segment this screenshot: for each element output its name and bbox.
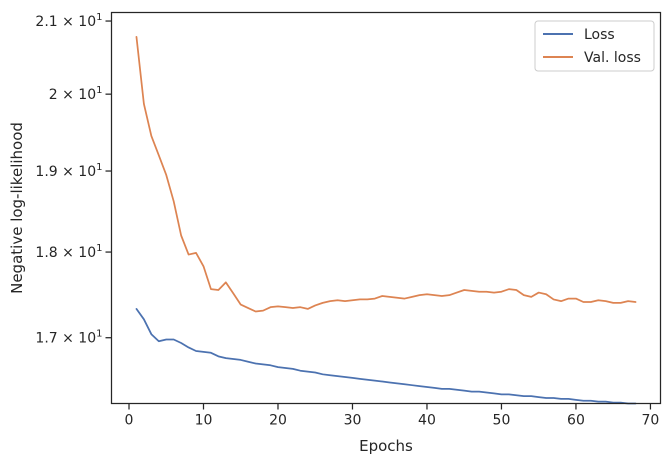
x-tick-label: 70 xyxy=(642,413,660,429)
y-tick-label: 1.7 × 101 xyxy=(35,329,102,347)
legend: Loss Val. loss xyxy=(534,20,655,72)
y-tick-label: 1.8 × 101 xyxy=(35,243,102,261)
y-tick-label: 2 × 101 xyxy=(49,85,103,103)
legend-label-loss: Loss xyxy=(584,27,615,43)
y-axis-title: Negative log-likelihood xyxy=(8,122,26,294)
x-tick-label: 40 xyxy=(418,413,436,429)
x-axis-title: Epochs xyxy=(359,437,413,455)
series-line-loss xyxy=(135,308,637,405)
x-tick-label: 10 xyxy=(195,413,213,429)
x-tick-label: 60 xyxy=(567,413,585,429)
legend-label-val-loss: Val. loss xyxy=(584,50,641,66)
y-tick-label: 2.1 × 101 xyxy=(35,12,102,30)
y-tick-label: 1.9 × 101 xyxy=(35,162,102,180)
series-line-val-loss xyxy=(135,35,637,313)
x-tick-label: 30 xyxy=(344,413,362,429)
x-tick-label: 50 xyxy=(493,413,511,429)
x-axis: 0 10 20 30 40 50 60 70 xyxy=(125,403,660,429)
y-axis: 1.7 × 101 1.8 × 101 1.9 × 101 2 × 101 2.1 × … xyxy=(35,12,112,347)
series-lines xyxy=(135,35,637,405)
x-tick-label: 20 xyxy=(269,413,287,429)
plot-frame xyxy=(110,11,662,405)
x-tick-label: 0 xyxy=(125,413,134,429)
